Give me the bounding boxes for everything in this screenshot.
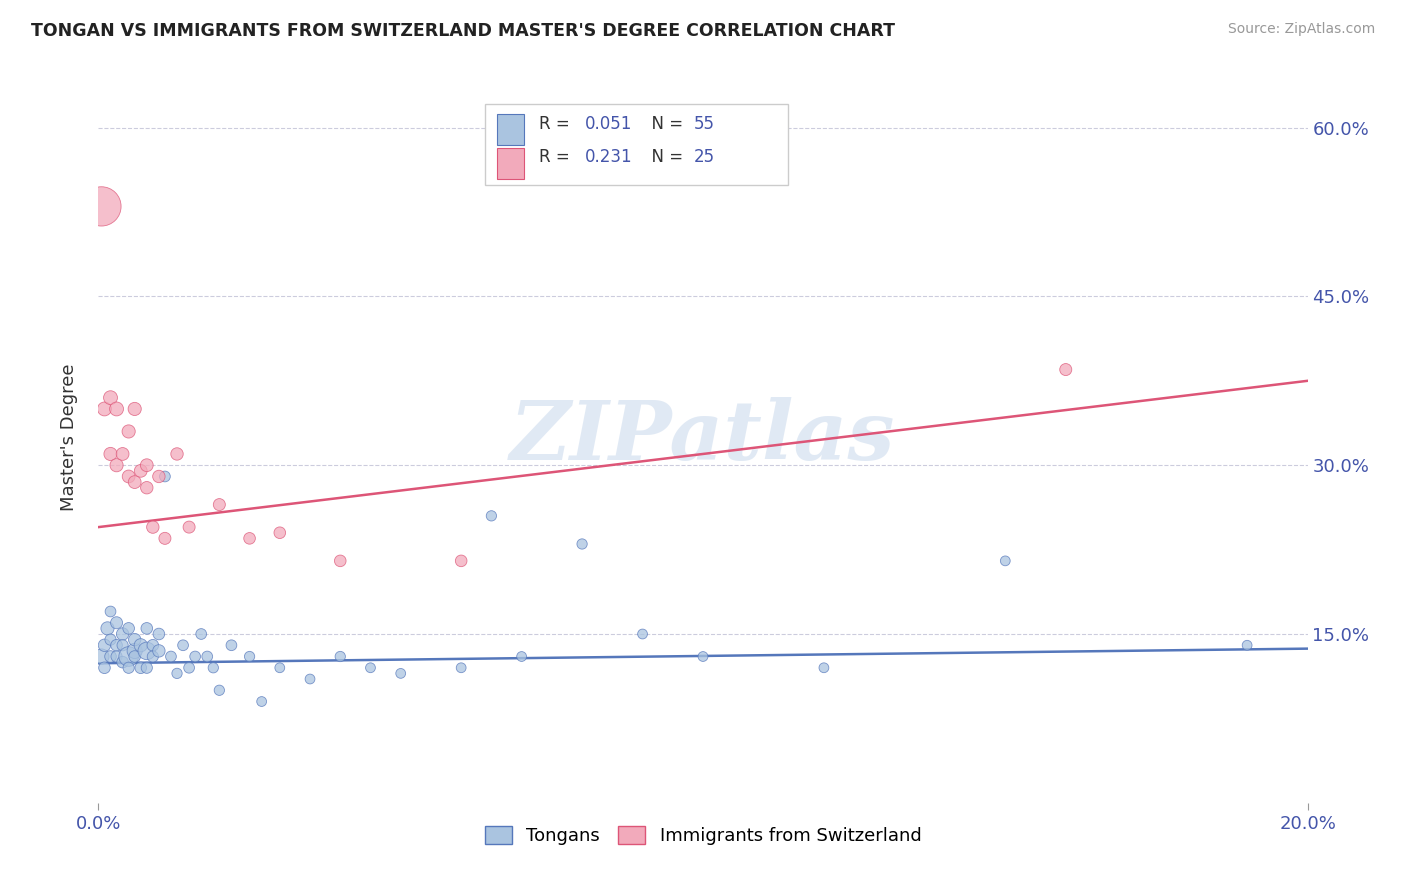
Point — [481, 508, 503, 523]
Text: 0.051: 0.051 — [585, 115, 631, 133]
Point — [135, 458, 157, 473]
Point — [124, 632, 146, 647]
Point — [179, 661, 201, 675]
Point — [129, 464, 152, 478]
Point — [100, 447, 122, 461]
Point — [148, 469, 170, 483]
Point — [389, 666, 412, 681]
Point — [100, 605, 122, 619]
Point — [360, 661, 382, 675]
Point — [118, 661, 141, 675]
Point — [221, 638, 243, 652]
Text: R =: R = — [538, 115, 575, 133]
Point — [118, 469, 141, 483]
Point — [450, 554, 472, 568]
Point — [195, 649, 218, 664]
Point — [208, 498, 231, 512]
Text: TONGAN VS IMMIGRANTS FROM SWITZERLAND MASTER'S DEGREE CORRELATION CHART: TONGAN VS IMMIGRANTS FROM SWITZERLAND MA… — [31, 22, 896, 40]
Point — [1054, 362, 1077, 376]
Y-axis label: Master's Degree: Master's Degree — [59, 363, 77, 511]
Point — [299, 672, 322, 686]
Point — [166, 447, 188, 461]
Point — [105, 458, 128, 473]
Point — [105, 401, 128, 416]
Point — [105, 615, 128, 630]
Point — [202, 661, 225, 675]
Text: 55: 55 — [693, 115, 714, 133]
Point — [105, 649, 128, 664]
Point — [93, 401, 115, 416]
Point — [135, 661, 157, 675]
Point — [124, 649, 146, 664]
Point — [571, 537, 593, 551]
Point — [129, 638, 152, 652]
Point — [450, 661, 472, 675]
Point — [111, 447, 134, 461]
Point — [329, 554, 352, 568]
Point — [129, 661, 152, 675]
Point — [692, 649, 714, 664]
Point — [179, 520, 201, 534]
Point — [510, 649, 533, 664]
Point — [208, 683, 231, 698]
Point — [148, 627, 170, 641]
Point — [100, 632, 122, 647]
Point — [96, 621, 118, 635]
Point — [329, 649, 352, 664]
Point — [184, 649, 207, 664]
Point — [994, 554, 1017, 568]
Text: R =: R = — [538, 148, 575, 166]
Point — [250, 694, 273, 708]
Text: 0.231: 0.231 — [585, 148, 633, 166]
Point — [142, 649, 165, 664]
Point — [142, 638, 165, 652]
Text: ZIPatlas: ZIPatlas — [510, 397, 896, 477]
Bar — [498, 148, 524, 179]
Text: N =: N = — [641, 115, 689, 133]
Point — [90, 199, 112, 213]
Point — [135, 481, 157, 495]
Point — [239, 532, 262, 546]
Point — [269, 661, 291, 675]
Point — [124, 644, 146, 658]
Point — [111, 627, 134, 641]
FancyBboxPatch shape — [485, 104, 787, 185]
Point — [269, 525, 291, 540]
Point — [1236, 638, 1258, 652]
Point — [239, 649, 262, 664]
Point — [118, 425, 141, 439]
Point — [90, 649, 112, 664]
Point — [100, 391, 122, 405]
Point — [100, 649, 122, 664]
Legend: Tongans, Immigrants from Switzerland: Tongans, Immigrants from Switzerland — [478, 819, 928, 852]
Text: 25: 25 — [693, 148, 714, 166]
Point — [631, 627, 654, 641]
Point — [93, 661, 115, 675]
Point — [118, 621, 141, 635]
Bar — [498, 114, 524, 145]
Point — [153, 532, 176, 546]
Point — [111, 655, 134, 669]
Point — [118, 649, 141, 664]
Point — [105, 638, 128, 652]
Point — [135, 644, 157, 658]
Point — [124, 401, 146, 416]
Point — [124, 475, 146, 489]
Text: Source: ZipAtlas.com: Source: ZipAtlas.com — [1227, 22, 1375, 37]
Point — [111, 638, 134, 652]
Point — [813, 661, 835, 675]
Point — [190, 627, 212, 641]
Text: N =: N = — [641, 148, 689, 166]
Point — [142, 520, 165, 534]
Point — [166, 666, 188, 681]
Point — [148, 644, 170, 658]
Point — [135, 621, 157, 635]
Point — [160, 649, 183, 664]
Point — [93, 638, 115, 652]
Point — [153, 469, 176, 483]
Point — [172, 638, 194, 652]
